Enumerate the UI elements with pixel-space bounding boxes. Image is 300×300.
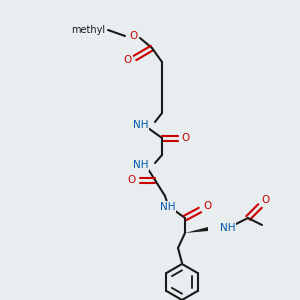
- Text: O: O: [128, 175, 136, 185]
- Text: O: O: [182, 133, 190, 143]
- Text: NH: NH: [220, 223, 236, 233]
- Text: O: O: [203, 201, 211, 211]
- Text: O: O: [123, 55, 131, 65]
- Text: O: O: [261, 195, 269, 205]
- Text: O: O: [129, 31, 137, 41]
- Polygon shape: [185, 227, 208, 233]
- Text: NH: NH: [133, 120, 148, 130]
- Text: NH: NH: [160, 202, 176, 212]
- Text: NH: NH: [133, 160, 148, 170]
- Text: methyl: methyl: [71, 25, 105, 35]
